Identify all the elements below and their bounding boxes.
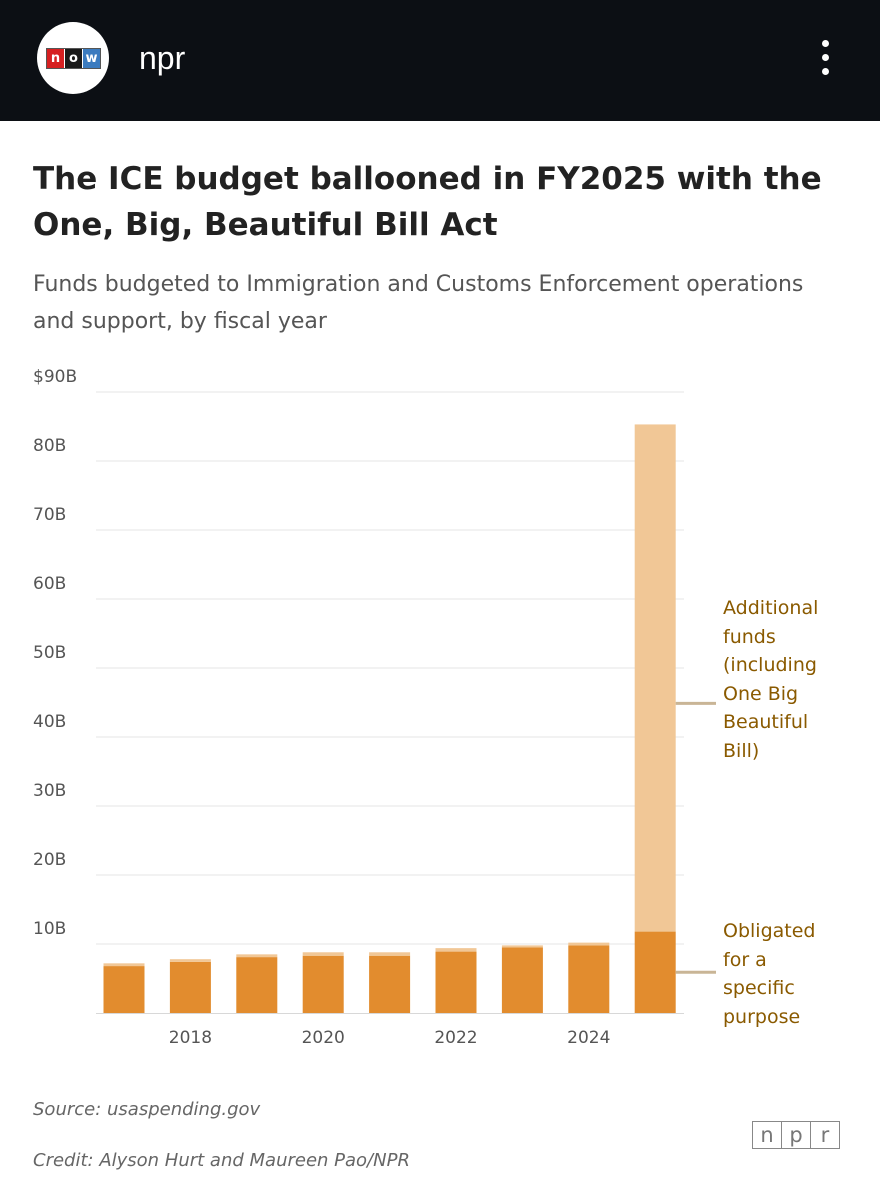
- annotation-line: specific: [723, 977, 795, 999]
- annotation-line: Additional: [723, 597, 819, 619]
- x-tick-label: 2020: [302, 1028, 345, 1048]
- bar-additional: [501, 945, 543, 948]
- logo-letter-n: n: [47, 49, 65, 68]
- bar-additional: [103, 963, 145, 967]
- y-tick-label: 60B: [33, 574, 66, 594]
- annotation-line: (including: [723, 654, 817, 676]
- npr-now-logo: n o w: [46, 48, 101, 69]
- logo-letter-w: w: [83, 49, 100, 68]
- y-tick-label: 40B: [33, 712, 66, 732]
- bar-obligated: [103, 966, 145, 1013]
- y-tick-label: 50B: [33, 643, 66, 663]
- npr-logo-letter-r: r: [820, 1123, 830, 1147]
- y-tick-label: 70B: [33, 505, 66, 525]
- bar-additional: [435, 948, 477, 952]
- npr-logo-letter-p: p: [782, 1122, 811, 1148]
- annotation-line: Beautiful: [723, 711, 809, 733]
- bar-obligated: [568, 945, 610, 1013]
- account-name[interactable]: npr: [139, 40, 186, 76]
- bar-additional: [169, 959, 211, 962]
- annotation-line: One Big: [723, 682, 799, 705]
- bar-obligated: [169, 961, 211, 1013]
- bar-additional: [568, 942, 610, 946]
- bar-obligated: [236, 957, 278, 1013]
- npr-logo: n p r: [752, 1121, 840, 1149]
- bar-obligated: [501, 947, 543, 1013]
- app-header-bar: n o w npr: [0, 0, 880, 121]
- source-note: Source: usaspending.gov: [33, 1099, 261, 1120]
- x-tick-label: 2018: [169, 1028, 212, 1048]
- y-tick-label: 10B: [33, 919, 66, 939]
- y-tick-label: 80B: [33, 436, 66, 456]
- chart-subtitle: Funds budgeted to Immigration and Custom…: [33, 272, 804, 334]
- more-vertical-icon[interactable]: [808, 36, 844, 80]
- annotation-line: Obligated: [723, 920, 816, 942]
- logo-letter-o: o: [65, 49, 83, 68]
- account-avatar[interactable]: n o w: [37, 22, 109, 94]
- bar-obligated: [302, 955, 344, 1013]
- annotation-obligated: Obligated for a specific purpose: [723, 917, 815, 1031]
- annotation-line: Bill): [723, 739, 760, 762]
- annotation-line: purpose: [723, 1005, 801, 1028]
- bar-obligated: [369, 955, 411, 1013]
- y-tick-label: 20B: [33, 850, 66, 870]
- bar-additional: [236, 954, 278, 958]
- chart-title: The ICE budget ballooned in FY2025 with …: [33, 161, 822, 243]
- y-tick-label: $90B: [33, 367, 77, 387]
- x-tick-label: 2022: [434, 1028, 477, 1048]
- annotation-line: funds: [723, 625, 776, 648]
- bar-additional: [369, 952, 411, 956]
- bar-additional: [302, 952, 344, 956]
- annotation-line: for a: [723, 948, 767, 971]
- bar-obligated: [634, 931, 676, 1013]
- credit-note: Credit: Alyson Hurt and Maureen Pao/NPR: [33, 1150, 410, 1171]
- annotation-additional-funds: Additional funds (including One Big Beautifu…: [723, 594, 818, 765]
- npr-logo-letter-n: n: [753, 1122, 782, 1148]
- y-tick-label: 30B: [33, 781, 66, 801]
- bar-chart: $90B 80B 70B 60B 50B 40B 30B 20B 10B 2018 2020 2022…: [33, 367, 716, 1048]
- x-tick-label: 2024: [567, 1028, 610, 1048]
- bar-obligated: [435, 951, 477, 1013]
- bar-additional: [634, 424, 676, 932]
